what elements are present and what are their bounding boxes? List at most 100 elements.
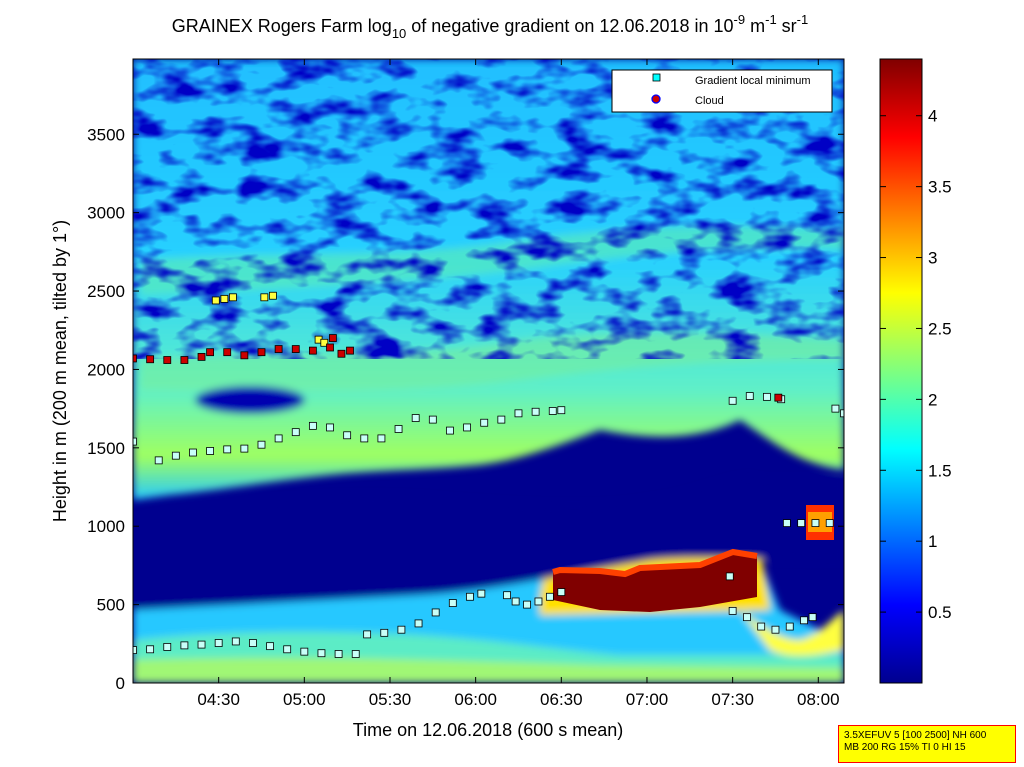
gradient-min-point bbox=[360, 434, 369, 443]
gradient-minimum-markers bbox=[133, 392, 844, 658]
gradient-min-point bbox=[274, 434, 283, 443]
y-tick-label: 1500 bbox=[87, 439, 125, 458]
gradient-min-point bbox=[557, 406, 566, 415]
cloud-point bbox=[328, 334, 337, 342]
title-mid: of negative gradient on 12.06.2018 in 10 bbox=[406, 16, 733, 36]
title-sr: sr bbox=[777, 16, 797, 36]
gradient-min-point bbox=[523, 600, 531, 609]
cloud-point bbox=[197, 352, 206, 361]
gradient-min-point bbox=[728, 396, 737, 405]
cloud-point bbox=[223, 348, 232, 357]
gradient-min-point bbox=[394, 425, 403, 433]
gradient-min-point bbox=[728, 606, 737, 615]
gradient-min-point bbox=[146, 645, 155, 654]
y-axis: 0 500 1000 1500 2000 2500 3000 3500 bbox=[87, 125, 844, 693]
title-sup-neg9: -9 bbox=[734, 12, 746, 27]
legend-cloud-label: Cloud bbox=[695, 95, 724, 107]
y-tick-label: 2000 bbox=[87, 360, 125, 379]
gradient-min-point-yellow bbox=[260, 293, 269, 302]
gradient-min-point bbox=[414, 619, 423, 628]
gradient-min-point-yellow bbox=[211, 296, 220, 305]
title-m: m bbox=[745, 16, 765, 36]
legend-min-marker bbox=[652, 73, 661, 82]
cloud-point bbox=[133, 354, 137, 363]
gradient-min-point bbox=[545, 592, 554, 601]
gradient-min-point bbox=[214, 639, 223, 647]
colorbar-tick-label: 2.5 bbox=[928, 319, 952, 338]
gradient-min-point bbox=[448, 599, 457, 607]
cloud-point bbox=[180, 356, 189, 364]
gradient-min-point bbox=[797, 519, 806, 527]
x-tick-label: 05:00 bbox=[283, 690, 326, 709]
gradient-min-point bbox=[249, 639, 257, 647]
gradient-min-point bbox=[163, 643, 172, 651]
gradient-min-point bbox=[231, 637, 240, 646]
colorbar-tick-label: 0.5 bbox=[928, 603, 952, 622]
colorbar-tick-label: 3 bbox=[928, 249, 937, 268]
gradient-min-point bbox=[397, 625, 406, 634]
gradient-min-point bbox=[757, 622, 766, 631]
legend-min-label: Gradient local minimum bbox=[695, 75, 811, 87]
gradient-min-point bbox=[725, 572, 734, 581]
colorbar-tick-label: 3.5 bbox=[928, 178, 952, 197]
gradient-min-point bbox=[326, 423, 334, 432]
gradient-min-point bbox=[557, 588, 566, 596]
cloud-point bbox=[308, 346, 317, 355]
x-tick-label: 06:00 bbox=[454, 690, 497, 709]
gradient-min-point bbox=[133, 646, 137, 654]
gradient-min-point bbox=[763, 392, 771, 401]
gradient-min-point bbox=[548, 407, 557, 415]
gradient-min-point bbox=[808, 613, 817, 622]
cloud-point bbox=[146, 355, 155, 364]
colorbar-tick-label: 4 bbox=[928, 107, 937, 126]
legend-cloud-marker bbox=[651, 94, 661, 104]
title-sub-10: 10 bbox=[392, 26, 406, 41]
gradient-min-point bbox=[180, 641, 189, 650]
info-line-1: 3.5XEFUV 5 [100 2500] NH 600 bbox=[844, 730, 987, 741]
x-tick-label: 04:30 bbox=[197, 690, 240, 709]
x-tick-label: 07:30 bbox=[711, 690, 754, 709]
yellow-markers bbox=[211, 291, 329, 347]
cloud-point bbox=[774, 393, 783, 402]
gradient-min-point bbox=[308, 421, 317, 430]
x-axis: 04:30 05:00 05:30 06:00 06:30 07:00 07:30 08:00 bbox=[197, 59, 840, 709]
gradient-min-point bbox=[266, 642, 274, 651]
gradient-min-point bbox=[431, 608, 440, 617]
gradient-min-point bbox=[380, 628, 389, 637]
cloud-point bbox=[240, 351, 249, 360]
gradient-min-point bbox=[189, 448, 197, 457]
gradient-min-point bbox=[503, 591, 511, 600]
gradient-min-point bbox=[206, 447, 214, 455]
gradient-min-point bbox=[351, 650, 360, 658]
colorbar-tick-label: 1 bbox=[928, 532, 937, 551]
gradient-min-point bbox=[283, 645, 292, 654]
gradient-min-point bbox=[745, 392, 754, 400]
colorbar-tick-label: 2 bbox=[928, 390, 937, 409]
gradient-min-point bbox=[291, 428, 300, 437]
gradient-min-point bbox=[480, 418, 489, 427]
gradient-min-point bbox=[800, 616, 808, 625]
gradient-min-point bbox=[343, 431, 352, 440]
gradient-min-point bbox=[534, 597, 543, 606]
gradient-min-point bbox=[811, 519, 820, 527]
title-sup-neg1b: -1 bbox=[797, 12, 809, 27]
gradient-min-point bbox=[300, 647, 309, 656]
x-axis-label: Time on 12.06.2018 (600 s mean) bbox=[353, 720, 624, 740]
info-box: 3.5XEFUV 5 [100 2500] NH 600 MB 200 RG 1… bbox=[838, 725, 1016, 763]
y-tick-label: 0 bbox=[116, 674, 125, 693]
gradient-min-point bbox=[463, 423, 471, 432]
y-tick-label: 2500 bbox=[87, 282, 125, 301]
gradient-min-point-yellow bbox=[220, 294, 229, 303]
x-tick-label: 08:00 bbox=[797, 690, 840, 709]
cloud-point bbox=[257, 348, 266, 357]
info-line-2: MB 200 RG 15% TI 0 HI 15 bbox=[844, 742, 966, 753]
gradient-min-point bbox=[782, 519, 791, 527]
cloud-point bbox=[163, 356, 172, 364]
gradient-min-point bbox=[840, 409, 844, 418]
gradient-min-point bbox=[831, 404, 840, 413]
gradient-min-point bbox=[334, 650, 343, 658]
cloud-point bbox=[326, 343, 334, 352]
gradient-min-point bbox=[223, 445, 232, 454]
gradient-min-point bbox=[497, 415, 506, 424]
x-tick-label: 05:30 bbox=[369, 690, 412, 709]
